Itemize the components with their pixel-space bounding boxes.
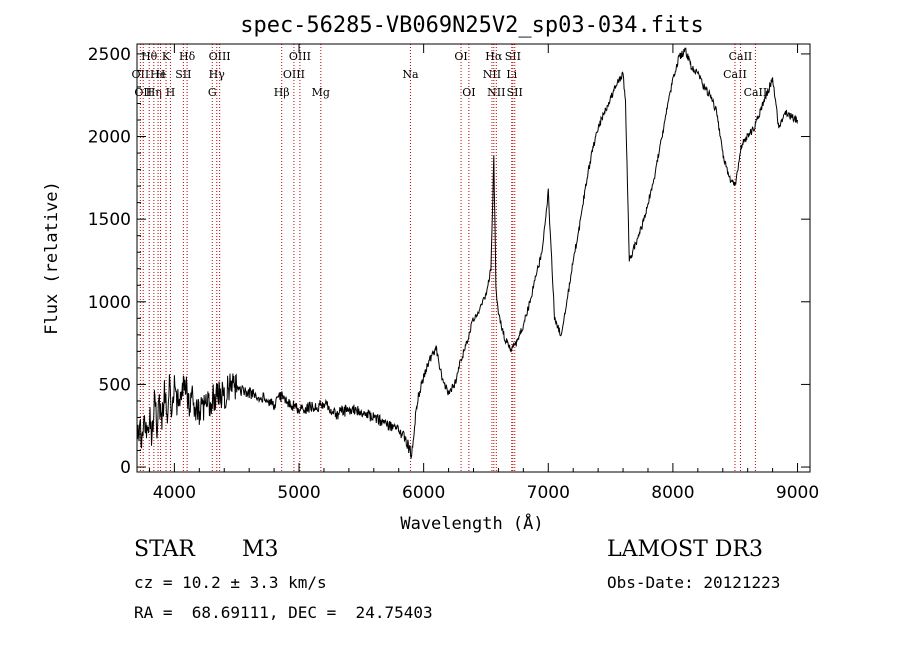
y-tick-label: 1500 (88, 210, 131, 230)
chart-title: spec-56285-VB069N25V2_sp03-034.fits (240, 13, 704, 38)
marker-label: CaII (729, 50, 753, 63)
y-tick-label: 0 (120, 458, 131, 478)
marker-label: G (208, 86, 217, 99)
marker-label: Hδ (179, 50, 196, 63)
marker-label: NII (483, 68, 501, 81)
marker-label: Na (402, 68, 419, 81)
spectrum-line (136, 47, 798, 459)
coordinates: RA = 68.69111, DEC = 24.75403 (134, 603, 433, 622)
survey-name: LAMOST DR3 (607, 537, 763, 562)
x-axis-label: Wavelength (Å) (400, 512, 543, 534)
marker-label: SII (175, 68, 191, 81)
marker-label: H (156, 68, 166, 81)
obs-date: Obs-Date: 20121223 (607, 573, 781, 592)
marker-label: Hα (485, 50, 503, 63)
x-tick-label: 5000 (277, 483, 320, 503)
redshift-text: cz = 10.2 ± 3.3 km/s (134, 573, 327, 592)
marker-label: OIII (283, 68, 305, 81)
marker-label: K (162, 50, 171, 63)
marker-label: OI (454, 50, 467, 63)
x-tick-label: 7000 (527, 483, 570, 503)
marker-label: OIII (289, 50, 311, 63)
y-tick-label: 500 (99, 375, 131, 395)
marker-label: CaII (723, 68, 747, 81)
marker-label: OIII (209, 50, 231, 63)
marker-label: He (150, 68, 166, 81)
object-class: STAR (134, 537, 195, 562)
y-tick-label: 2000 (88, 128, 131, 148)
marker-label: Hθ (141, 50, 158, 63)
marker-label: Hγ (209, 68, 226, 81)
marker-label: Mg (312, 86, 330, 99)
x-tick-label: 4000 (153, 483, 196, 503)
x-tick-label: 9000 (776, 483, 819, 503)
marker-label: Hβ (274, 86, 290, 99)
marker-label: H (166, 86, 176, 99)
marker-label: OII (134, 86, 152, 99)
marker-label: OI (462, 86, 475, 99)
spectrum-plot: spec-56285-VB069N25V2_sp03-034.fits OII O… (42, 13, 819, 534)
y-axis-label: Flux (relative) (42, 181, 62, 335)
marker-label: NII (487, 86, 505, 99)
line-markers: OIIOIIHθHηHeHKHSIIHδGHγOIIIHβOIIIOIIIMgN… (132, 44, 768, 472)
marker-label: SII (505, 50, 521, 63)
marker-label: Li (506, 68, 517, 81)
marker-label: Hη (146, 86, 162, 99)
y-tick-label: 2500 (88, 45, 131, 65)
x-tick-label: 6000 (402, 483, 445, 503)
marker-label: CaII (744, 86, 768, 99)
marker-label: OII (132, 68, 150, 81)
plot-frame (136, 43, 811, 473)
object-subclass: M3 (242, 537, 279, 562)
x-tick-label: 8000 (651, 483, 694, 503)
marker-label: SII (507, 86, 523, 99)
y-tick-label: 1000 (88, 293, 131, 313)
axes: 4000 5000 6000 7000 8000 9000 0 500 1000 1500 2000… (88, 44, 819, 503)
